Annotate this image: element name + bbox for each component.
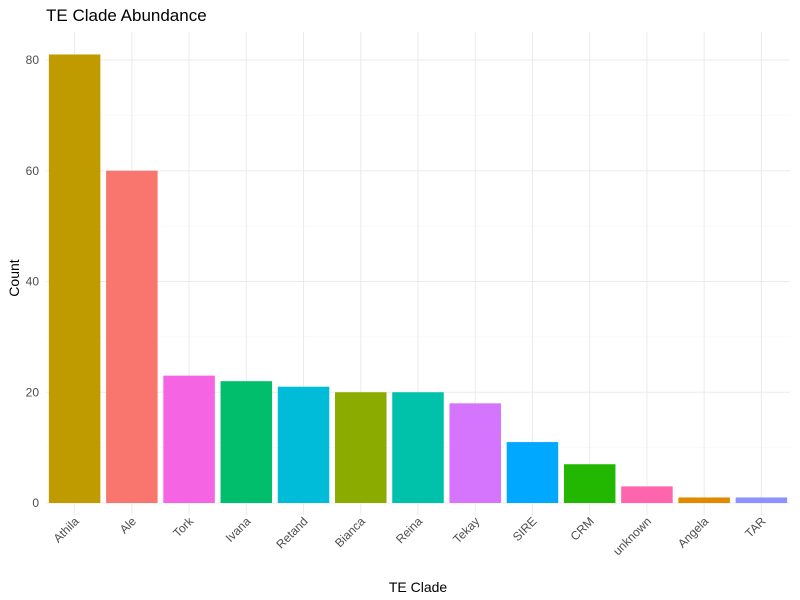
x-tick-label: Ivana (223, 514, 254, 545)
y-tick-label: 20 (26, 385, 40, 399)
chart-title: TE Clade Abundance (46, 6, 207, 25)
x-tick-label: SIRE (510, 514, 540, 544)
y-tick-label: 60 (26, 164, 40, 178)
bar-retand (277, 386, 330, 503)
x-tick-label: TAR (742, 514, 768, 540)
x-tick-labels: Athila Ale Tork Ivana Retand Bianca Reina Tekay… (51, 514, 769, 559)
bar-athila (48, 54, 101, 504)
bar-bianca (335, 392, 387, 503)
x-tick-label: CRM (568, 514, 597, 543)
bar-unknown (621, 486, 673, 503)
y-tick-label: 0 (32, 496, 39, 510)
x-tick-label: Bianca (332, 514, 368, 550)
x-tick-label: Angela (675, 514, 712, 551)
bar-angela (678, 497, 730, 503)
bar-ivana (220, 381, 273, 503)
x-tick-label: Athila (51, 514, 82, 545)
x-tick-label: Ale (117, 514, 139, 536)
y-tick-label: 80 (26, 53, 40, 67)
bars (48, 54, 788, 504)
x-axis-title: TE Clade (389, 579, 448, 595)
bar-reina (392, 392, 444, 503)
y-axis-title: Count (6, 259, 22, 296)
bar-crm (563, 464, 616, 503)
bar-tekay (449, 403, 501, 503)
x-tick-label: Reina (393, 514, 425, 546)
bar-tar (735, 497, 788, 503)
y-tick-label: 40 (26, 275, 40, 289)
y-tick-labels: 0 20 40 60 80 (26, 53, 40, 510)
bar-tork (163, 375, 215, 503)
x-tick-label: Tekay (450, 514, 482, 546)
bar-sire (506, 442, 559, 503)
x-tick-label: Retand (273, 514, 310, 551)
x-tick-label: Tork (170, 514, 197, 541)
x-tick-label: unknown (610, 514, 654, 558)
bar-ale (106, 170, 158, 503)
